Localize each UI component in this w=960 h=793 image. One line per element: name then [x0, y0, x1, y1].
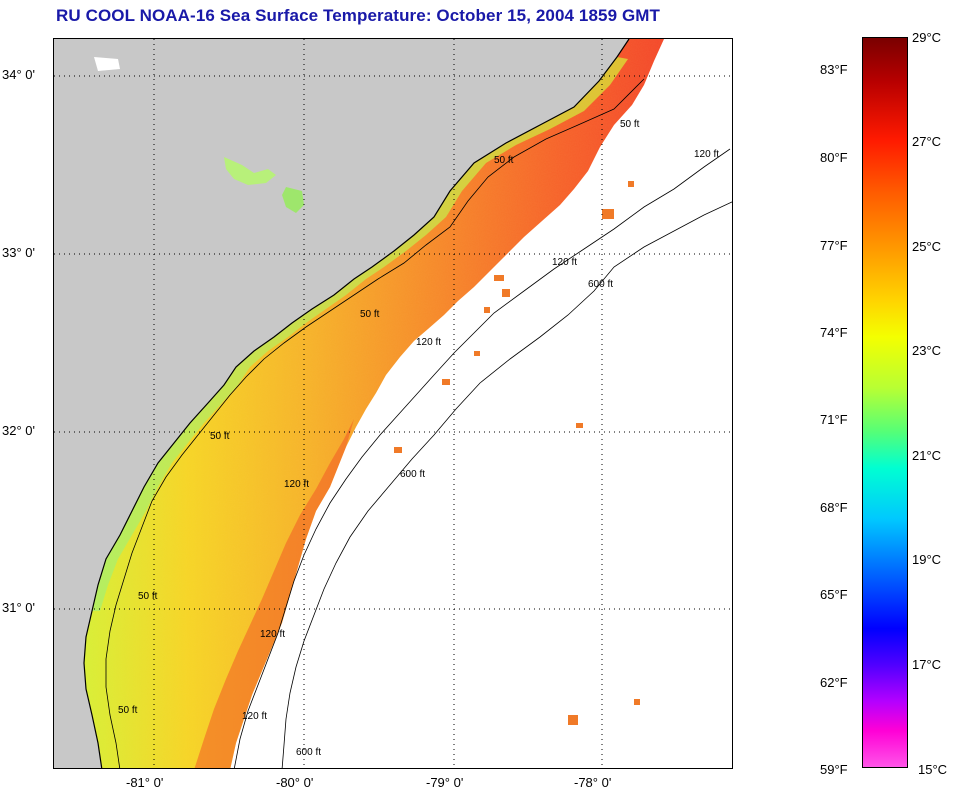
colorbar-f-label: 65°F: [820, 587, 848, 602]
colorbar-f-label: 71°F: [820, 412, 848, 427]
contour-label-120: 120 ft: [694, 149, 719, 160]
colorbar-f-label: 68°F: [820, 500, 848, 515]
contour-label-50: 50 ft: [494, 155, 514, 166]
sst-texture: [84, 39, 664, 768]
lon-label: -79° 0': [426, 775, 464, 790]
contour-label-50: 50 ft: [620, 119, 640, 130]
colorbar-c-label: 25°C: [912, 239, 942, 254]
warm-core: [194, 419, 354, 768]
gridlines: [54, 39, 732, 768]
colorbar-c-label: 17°C: [912, 657, 942, 672]
lat-label: 31° 0': [2, 600, 35, 615]
inland-lakes: [94, 57, 304, 213]
lon-label: -80° 0': [276, 775, 314, 790]
contour-50ft: [105, 78, 645, 768]
colorbar-f-label: 59°F: [820, 762, 848, 777]
colorbar-f-label: 62°F: [820, 675, 848, 690]
lon-label: -81° 0': [126, 775, 164, 790]
lat-label: 32° 0': [2, 423, 35, 438]
colorbar-c-label: 23°C: [912, 343, 942, 358]
colorbar-c-label: 19°C: [912, 552, 942, 567]
colorbar-c-label: 21°C: [912, 448, 942, 463]
coastline: [83, 39, 630, 768]
lon-label: -78° 0': [574, 775, 612, 790]
colorbar-c-label: 27°C: [912, 134, 942, 149]
lat-label: 34° 0': [2, 67, 35, 82]
contour-label-120: 120 ft: [552, 257, 577, 268]
contour-600ft: [281, 201, 732, 768]
colorbar-c-label: 15°C: [918, 762, 948, 777]
contour-label-50: 50 ft: [360, 309, 380, 320]
offshore-pixels: [394, 181, 640, 725]
contour-label-600: 600 ft: [400, 469, 425, 480]
sst-map[interactable]: 50 ft 50 ft 50 ft 50 ft 50 ft 50 ft 120 …: [53, 38, 733, 769]
contour-label-120: 120 ft: [284, 479, 309, 490]
colorbar-c-label: 29°C: [912, 30, 942, 45]
coastal-cool-strip: [92, 57, 628, 611]
colorbar-f-label: 74°F: [820, 325, 848, 340]
contour-label-120: 120 ft: [242, 711, 267, 722]
contour-label-120: 120 ft: [260, 629, 285, 640]
contour-label-50: 50 ft: [118, 705, 138, 716]
colorbar-f-label: 83°F: [820, 62, 848, 77]
contour-label-50: 50 ft: [138, 591, 158, 602]
contour-label-600: 600 ft: [296, 747, 321, 758]
contour-label-600: 600 ft: [588, 279, 613, 290]
contour-120ft: [233, 148, 731, 768]
land-area: [54, 39, 629, 768]
page-title: RU COOL NOAA-16 Sea Surface Temperature:…: [56, 6, 661, 25]
colorbar-f-label: 77°F: [820, 238, 848, 253]
map-svg: 50 ft 50 ft 50 ft 50 ft 50 ft 50 ft 120 …: [54, 39, 732, 768]
contour-label-120: 120 ft: [416, 337, 441, 348]
colorbar: [862, 37, 908, 768]
contour-label-50: 50 ft: [210, 431, 230, 442]
lat-label: 33° 0': [2, 245, 35, 260]
colorbar-f-label: 80°F: [820, 150, 848, 165]
